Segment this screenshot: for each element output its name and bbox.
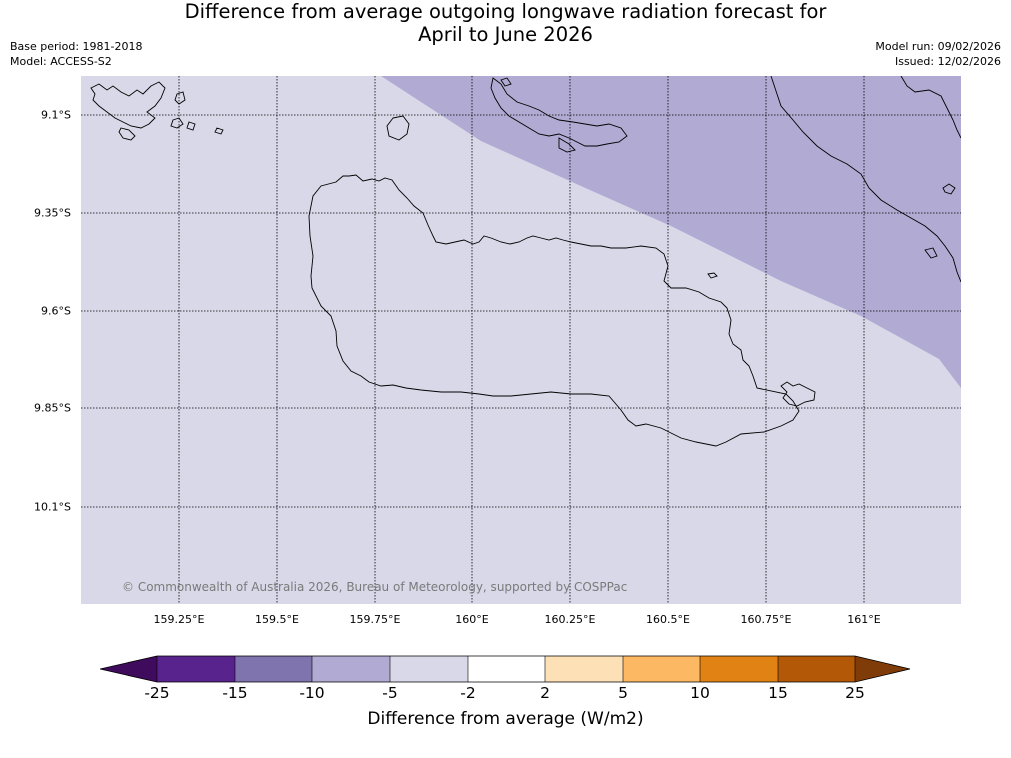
- colorbar-segment: [468, 656, 545, 682]
- meta-right: Model run: 09/02/2026 Issued: 12/02/2026: [875, 39, 1001, 69]
- colorbar-extend-high: [855, 656, 910, 682]
- lon-label: 160.75°E: [740, 613, 792, 626]
- russell-islands-coastline: [90, 81, 166, 129]
- lat-label: 9.85°S: [34, 401, 71, 415]
- base-period: Base period: 1981-2018: [10, 40, 143, 53]
- lon-label: 160.25°E: [544, 613, 596, 626]
- model-run: Model run: 09/02/2026: [875, 40, 1001, 53]
- lat-label: 9.35°S: [34, 206, 71, 220]
- issued-date: Issued: 12/02/2026: [894, 55, 1001, 68]
- lon-label: 159.25°E: [153, 613, 205, 626]
- colorbar-title: Difference from average (W/m2): [367, 709, 644, 729]
- graticule: [81, 76, 961, 604]
- florida-islands-coastline: [490, 77, 628, 147]
- colorbar-tick-label: -10: [299, 684, 325, 702]
- colorbar-tick-label: 10: [690, 684, 710, 702]
- lon-label: 160°E: [455, 613, 489, 626]
- colorbar-segment: [157, 656, 235, 682]
- colorbar: [100, 655, 911, 683]
- colorbar-tick-label: -15: [222, 684, 248, 702]
- colorbar-tick-label: 15: [768, 684, 788, 702]
- colorbar-segment: [545, 656, 623, 682]
- colorbar-segment: [390, 656, 468, 682]
- islet-coastline: [707, 272, 718, 279]
- lat-label: 9.6°S: [41, 304, 71, 318]
- colorbar-dividers: [156, 656, 856, 682]
- savo-island-coastline: [386, 115, 410, 141]
- map-canvas: [81, 76, 961, 604]
- florida-islets-coastline: [500, 77, 576, 153]
- guadalcanal-coastline: [308, 174, 800, 447]
- map-title: Difference from average outgoing longwav…: [0, 0, 1011, 46]
- lon-label: 161°E: [847, 613, 881, 626]
- copyright-notice: © Commonwealth of Australia 2026, Bureau…: [122, 580, 628, 594]
- colorbar-tick-label: 2: [540, 684, 550, 702]
- colorbar-tick-label: 5: [618, 684, 628, 702]
- colorbar-tick-label: -5: [382, 684, 398, 702]
- colorbar-segment: [623, 656, 700, 682]
- region-dark: [381, 76, 961, 388]
- lon-label: 159.75°E: [349, 613, 401, 626]
- coastlines: [90, 76, 961, 447]
- map-panel: [81, 76, 961, 604]
- malaita-islets-coastline: [924, 183, 956, 259]
- colorbar-extend-low: [100, 656, 157, 682]
- marau-islet-coastline: [780, 381, 816, 407]
- colorbar-segment: [235, 656, 312, 682]
- lon-label: 160.5°E: [646, 613, 690, 626]
- malaita-coastline: [770, 76, 961, 283]
- title-line-1: Difference from average outgoing longwav…: [184, 0, 827, 23]
- colorbar-segment: [700, 656, 778, 682]
- colorbar-segment: [778, 656, 855, 682]
- model-name: Model: ACCESS-S2: [10, 55, 112, 68]
- russell-islets-coastline: [118, 91, 224, 141]
- title-line-2: April to June 2026: [418, 23, 593, 46]
- colorbar-tick-label: 25: [845, 684, 865, 702]
- colorbar-tick-label: -25: [144, 684, 170, 702]
- lat-label: 10.1°S: [34, 500, 71, 514]
- lat-label: 9.1°S: [41, 108, 71, 122]
- meta-left: Base period: 1981-2018 Model: ACCESS-S2: [10, 39, 142, 69]
- colorbar-segment: [312, 656, 390, 682]
- lon-label: 159.5°E: [255, 613, 299, 626]
- colorbar-tick-label: -2: [460, 684, 476, 702]
- malaita-northeast-coastline: [900, 76, 961, 139]
